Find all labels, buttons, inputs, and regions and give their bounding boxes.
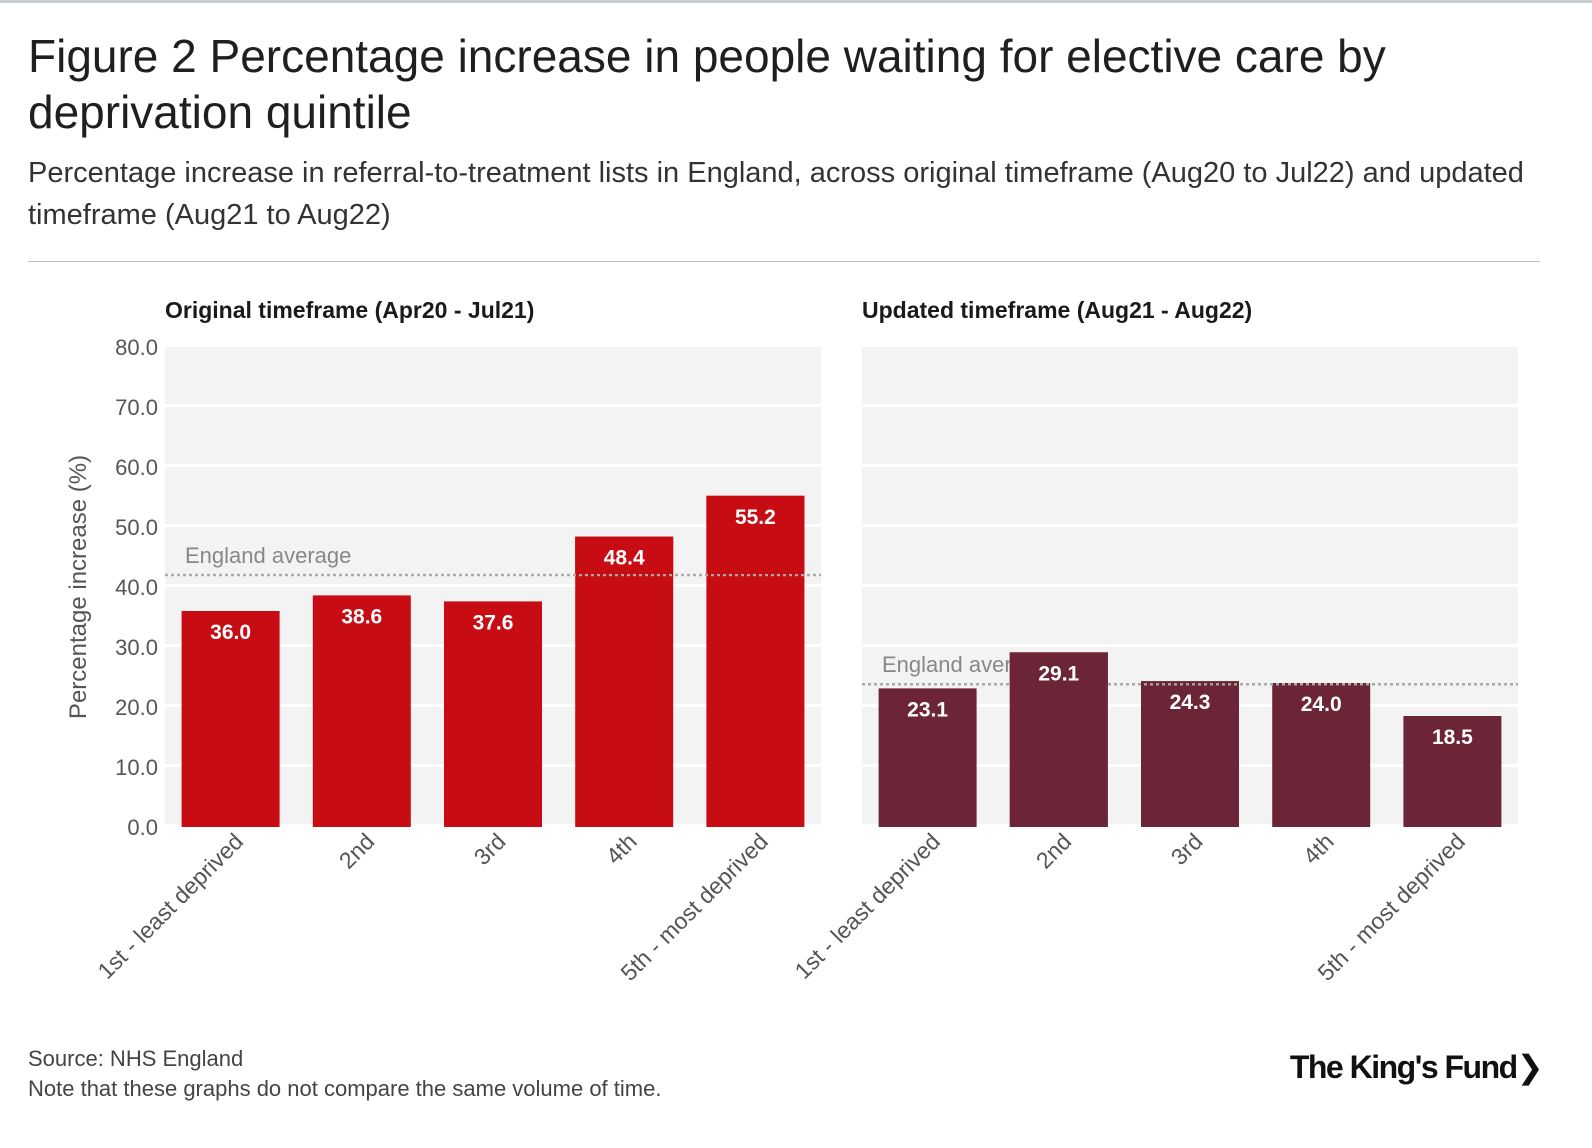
grid-band [862, 467, 1518, 524]
x-tick-label: 1st - least deprived [92, 828, 248, 984]
header-divider [28, 261, 1540, 262]
kings-fund-logo: The King's Fund❯ [1289, 1048, 1544, 1086]
bar-original-3 [444, 601, 542, 827]
bar-overlay [1141, 681, 1239, 684]
bar-overlay [706, 495, 805, 574]
x-tick-label: 3rd [469, 828, 511, 870]
y-tick-label: 70.0 [115, 395, 158, 420]
bar-original-4 [575, 536, 674, 827]
figure-subtitle: Percentage increase in referral-to-treat… [28, 157, 1524, 231]
value-label: 24.0 [1301, 693, 1342, 716]
value-label: 55.2 [735, 506, 776, 529]
grid-band [862, 407, 1518, 464]
england-average-label: England average [185, 543, 351, 568]
x-tick-label: 3rd [1166, 828, 1208, 870]
value-label: 18.5 [1432, 726, 1473, 749]
y-tick-label: 50.0 [115, 515, 158, 540]
source-note: Source: NHS England [28, 1046, 244, 1071]
x-tick-label: 4th [601, 828, 642, 869]
y-tick-label: 10.0 [115, 755, 158, 780]
x-tick-label: 5th - most deprived [1312, 828, 1470, 986]
grid-band [862, 347, 1518, 404]
bar-updated-3 [1141, 681, 1239, 827]
y-axis-label: Percentage increase (%) [65, 455, 92, 719]
y-tick-label: 80.0 [115, 335, 158, 360]
footer: Source: NHS England Note that these grap… [28, 1044, 661, 1104]
bar-updated-2-front [1009, 652, 1108, 827]
bar-overlay [575, 536, 674, 574]
figure-title: Figure 2 Percentage increase in people w… [28, 30, 1386, 138]
panel-title-1: Original timeframe (Apr20 - Jul21) [165, 297, 534, 323]
x-tick-label: 2nd [334, 828, 380, 874]
top-border [0, 0, 1592, 3]
chevron-right-icon: ❯ [1516, 1049, 1544, 1085]
bar-original-1 [181, 611, 280, 827]
bar-updated-4 [1272, 683, 1371, 827]
grid-band [862, 587, 1518, 644]
x-tick-label: 4th [1298, 828, 1339, 869]
volume-note: Note that these graphs do not compare th… [28, 1076, 662, 1101]
value-label: 48.4 [604, 547, 645, 570]
panel-title-2: Updated timeframe (Aug21 - Aug22) [862, 297, 1252, 323]
x-tick-label: 1st - least deprived [789, 828, 945, 984]
value-label: 29.1 [1038, 662, 1079, 685]
x-tick-label: 5th - most deprived [615, 828, 773, 986]
y-tick-label: 30.0 [115, 635, 158, 660]
value-label: 24.3 [1170, 691, 1211, 714]
bar-chart: Percentage increase (%) 0.0 10.0 20.0 30.0 40… [65, 297, 1518, 986]
grid-band [165, 407, 821, 464]
y-tick-label: 20.0 [115, 695, 158, 720]
value-label: 38.6 [341, 605, 382, 628]
y-tick-label: 40.0 [115, 575, 158, 600]
bar-updated-5 [1403, 716, 1502, 827]
y-tick-label: 0.0 [127, 815, 158, 840]
grid-band [862, 527, 1518, 584]
logo-text: The King's Fund [1289, 1049, 1518, 1085]
value-label: 37.6 [473, 611, 514, 634]
bar-updated-1 [878, 688, 977, 827]
x-tick-label: 2nd [1031, 828, 1077, 874]
bar-original-2 [312, 595, 411, 827]
value-label: 23.1 [907, 698, 948, 721]
value-label: 36.0 [210, 621, 251, 644]
y-tick-label: 60.0 [115, 455, 158, 480]
grid-band [165, 347, 821, 404]
